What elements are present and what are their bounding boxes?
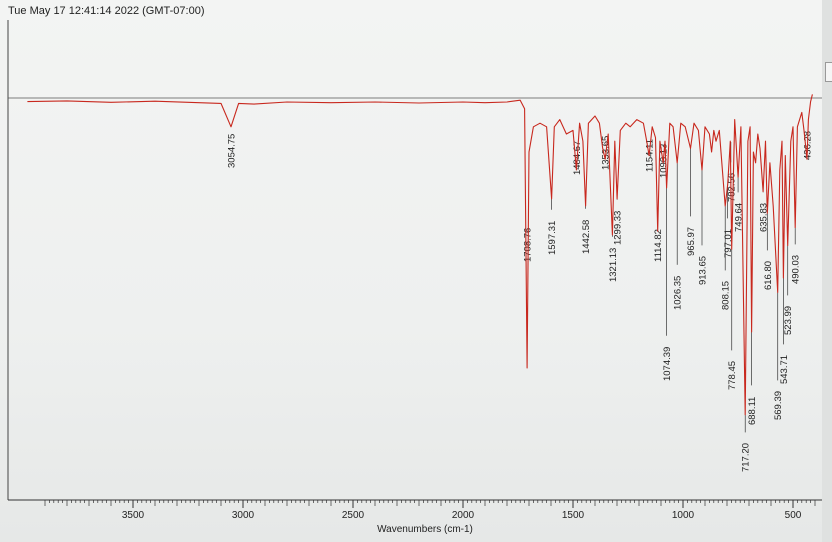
peak-label: 635.83: [759, 203, 770, 232]
x-tick-label: 1000: [672, 510, 695, 521]
peak-label: 1597.31: [547, 221, 558, 255]
peak-label: 1074.39: [662, 347, 673, 381]
x-axis-label: Wavenumbers (cm-1): [377, 524, 473, 535]
peak-label: 1299.33: [613, 211, 624, 245]
peak-label: 778.45: [727, 361, 738, 390]
peak-label: 569.39: [773, 391, 784, 420]
peak-label: 1026.35: [673, 276, 684, 310]
peak-label: 1090.13: [659, 144, 670, 178]
peak-label: 797.01: [723, 229, 734, 258]
timestamp: Tue May 17 12:41:14 2022 (GMT-07:00): [8, 5, 205, 17]
peak-label: 717.20: [741, 443, 752, 472]
peak-label: 616.80: [763, 261, 774, 290]
peak-label: 965.97: [686, 227, 697, 256]
peak-label: 688.11: [747, 397, 758, 425]
peak-label: 1321.13: [608, 248, 619, 282]
x-tick-label: 3000: [232, 510, 255, 521]
peak-label: 913.65: [697, 256, 708, 285]
spectrum-series-line: [27, 94, 813, 416]
window-edge: [822, 0, 832, 542]
peak-label: 749.64: [734, 203, 745, 232]
peak-label: 3054.75: [226, 134, 237, 168]
peak-label: 1442.58: [581, 220, 592, 254]
peak-label: 490.03: [791, 255, 802, 284]
x-tick-label: 2500: [342, 510, 365, 521]
scroll-handle[interactable]: [825, 62, 832, 82]
x-tick-label: 500: [785, 510, 802, 521]
peak-label: 1114.82: [653, 229, 664, 262]
peak-label: 782.56: [726, 173, 737, 202]
x-tick-label: 3500: [122, 510, 145, 521]
x-tick-label: 2000: [452, 510, 475, 521]
peak-label: 523.99: [783, 306, 794, 335]
peak-label: 1154.11: [645, 139, 656, 172]
x-tick-label: 1500: [562, 510, 585, 521]
peak-label: 808.15: [721, 281, 732, 310]
peak-label: 543.71: [779, 355, 790, 384]
